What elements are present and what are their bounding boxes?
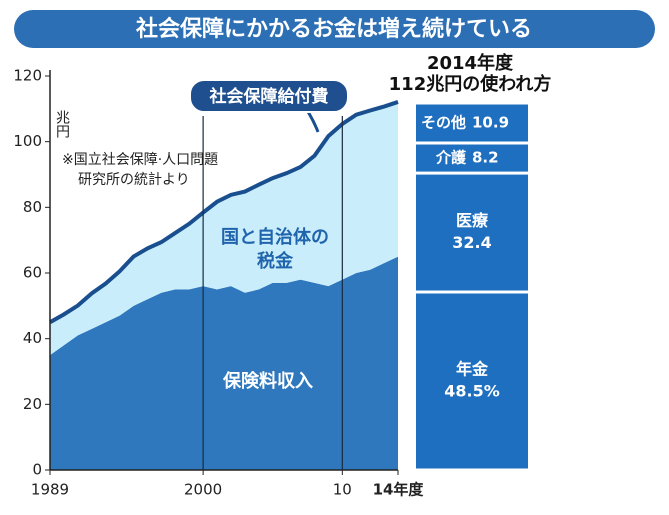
value-label: 32.4 <box>452 233 491 252</box>
area-label: 保険料収入 <box>222 370 313 392</box>
x-tick-label: 14年度 <box>373 481 425 499</box>
bar-title: 2014年度 <box>427 52 514 74</box>
note: ※国立社会保障·人口問題 <box>62 152 218 168</box>
annotation: 社会保障給付費 <box>209 86 329 107</box>
chart-title: 社会保障にかかるお金は増え続けている <box>136 16 532 42</box>
y-tick-label: 100 <box>13 132 42 150</box>
y-tick-label: 20 <box>23 395 42 413</box>
y-tick-label: 60 <box>23 264 42 282</box>
y-tick-label: 80 <box>23 198 42 216</box>
x-tick-label: 2000 <box>184 481 222 499</box>
bar-segment <box>416 174 528 291</box>
area-label: 税金 <box>257 250 294 272</box>
bar-segment <box>416 144 528 172</box>
value-label: 10.9 <box>472 114 509 132</box>
bar-segment <box>416 104 528 142</box>
segment-label: 年金 <box>456 360 489 379</box>
area-label: 国と自治体の <box>221 226 329 248</box>
y-tick-label: 40 <box>23 329 42 347</box>
x-tick-label: 1989 <box>31 481 69 499</box>
area <box>50 256 398 470</box>
segment-label: その他 <box>421 114 466 132</box>
value-label: 8.2 <box>472 149 499 167</box>
bar-title: 112兆円の使われ方 <box>389 73 552 95</box>
area <box>50 101 398 356</box>
segment-label: 医療 <box>456 211 489 230</box>
note: 研究所の統計より <box>78 172 190 188</box>
y-tick-label: 0 <box>32 461 42 479</box>
total-line <box>49 100 399 324</box>
segment-label: 介護 <box>435 149 467 167</box>
bar-segment <box>416 293 528 469</box>
x-tick-label: 10 <box>333 481 352 499</box>
y-axis-label: 兆円 <box>54 110 70 139</box>
y-tick-label: 120 <box>13 67 42 85</box>
title-banner <box>14 10 655 48</box>
callout-box <box>189 79 349 113</box>
value-label: 48.5% <box>444 382 500 401</box>
